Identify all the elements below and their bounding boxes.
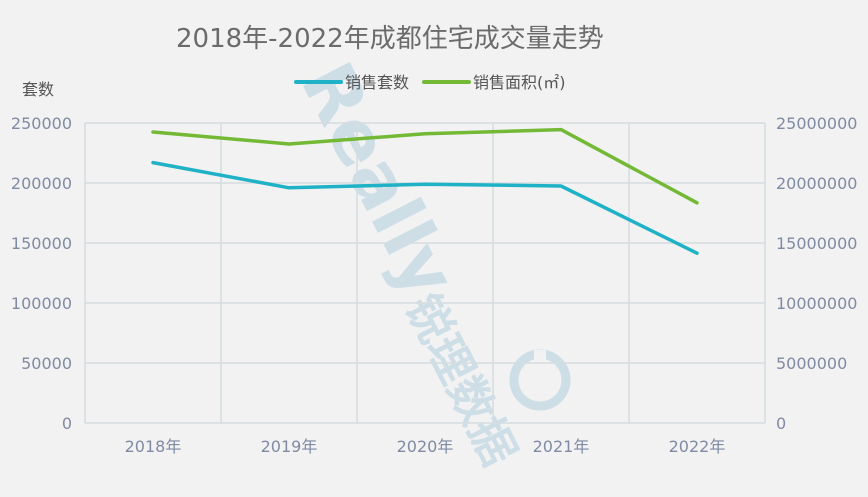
y-left-tick-label: 50000 bbox=[21, 354, 72, 373]
y-right-tick-label: 25000000 bbox=[776, 114, 857, 133]
y-left-tick-label: 250000 bbox=[11, 114, 72, 133]
y-left-tick-labels: 0 50000 100000 150000 200000 250000 bbox=[11, 114, 72, 433]
y-left-tick-label: 150000 bbox=[11, 234, 72, 253]
chart-title: 2018年-2022年成都住宅成交量走势 bbox=[176, 24, 604, 54]
y-right-tick-label: 10000000 bbox=[776, 294, 857, 313]
series-lines bbox=[151, 127, 699, 255]
x-tick-label: 2018年 bbox=[125, 437, 182, 456]
watermark-logo bbox=[509, 349, 571, 411]
y-left-tick-label: 0 bbox=[62, 414, 72, 433]
y-left-tick-label: 100000 bbox=[11, 294, 72, 313]
x-tick-labels: 2018年 2019年 2020年 2021年 2022年 bbox=[125, 437, 726, 456]
y-right-tick-label: 20000000 bbox=[776, 174, 857, 193]
x-tick-label: 2022年 bbox=[669, 437, 726, 456]
y-left-tick-label: 200000 bbox=[11, 174, 72, 193]
watermark: Really 锐理数据 bbox=[285, 50, 571, 474]
y-left-axis-label: 套数 bbox=[22, 80, 54, 99]
y-right-tick-label: 15000000 bbox=[776, 234, 857, 253]
y-right-tick-label: 0 bbox=[776, 414, 786, 433]
x-tick-label: 2020年 bbox=[397, 437, 454, 456]
x-tick-label: 2021年 bbox=[533, 437, 590, 456]
grid bbox=[84, 122, 766, 424]
legend-label: 销售套数 bbox=[345, 73, 409, 92]
y-right-tick-label: 5000000 bbox=[776, 354, 847, 373]
legend: 销售套数 销售面积(㎡) bbox=[294, 73, 566, 92]
legend-label: 销售面积(㎡) bbox=[473, 73, 566, 92]
series-line-area bbox=[151, 127, 699, 205]
y-right-tick-labels: 0 5000000 10000000 15000000 20000000 25000000 bbox=[776, 114, 857, 433]
x-tick-label: 2019年 bbox=[261, 437, 318, 456]
series-line-units bbox=[151, 160, 699, 255]
